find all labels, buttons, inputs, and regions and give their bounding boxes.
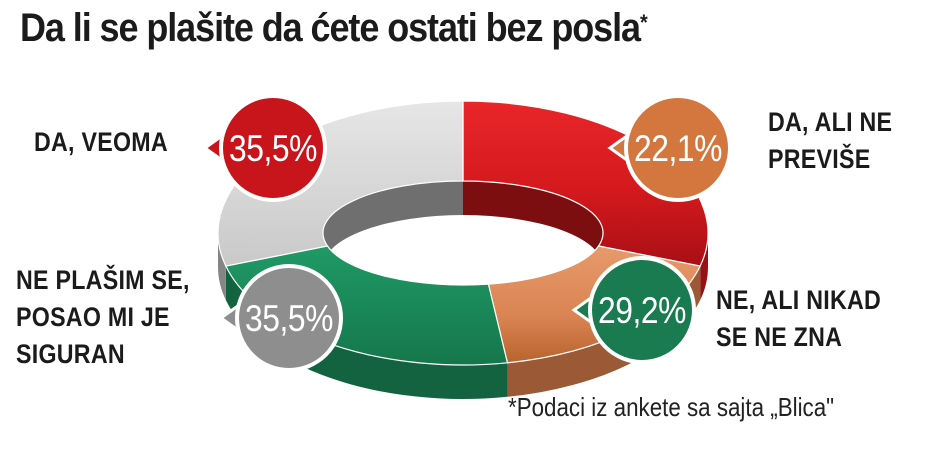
value-badge-ne-ali-nikad-se-ne-zna: 29,2% — [571, 256, 696, 364]
slice-value-label: 35,5% — [245, 299, 333, 340]
slice-outer-wall-da-ali-ne-previse — [507, 266, 701, 397]
slice-label-da-veoma: DA, VEOMA — [34, 127, 168, 157]
slice-inner-wall-da-veoma — [463, 181, 603, 267]
slice-outer-wall-ne-ali-nikad-se-ne-zna — [225, 266, 508, 399]
slice-value-label: 22,1% — [634, 129, 722, 170]
slice-label-ne-plasim-se: NE PLAŠIM SE, POSAO MI JE SIGURAN — [16, 265, 190, 369]
slice-value-label: 35,5% — [229, 129, 317, 170]
title-footnote-mark: * — [639, 10, 648, 35]
badge-circle — [235, 264, 343, 372]
value-badges: 35,5% 22,1% 29,2% 35,5% — [202, 94, 732, 372]
badge-circle — [624, 94, 732, 202]
slice-value-label: 29,2% — [598, 291, 686, 332]
slice-label-da-ali-ne-previse: DA, ALI NE PREVIŠE — [768, 107, 893, 174]
slice-da-veoma — [462, 100, 709, 267]
chart-title-text: Da li se plašite da ćete ostati bez posl… — [20, 6, 641, 50]
value-badge-ne-plasim-se: 35,5% — [218, 264, 343, 372]
chart-title: Da li se plašite da ćete ostati bez posl… — [20, 6, 648, 51]
value-badge-da-ali-ne-previse: 22,1% — [607, 94, 732, 202]
slice-inner-wall-ne-plasim-se — [323, 181, 463, 267]
slice-label-ne-ali-nikad-se-ne-zna: NE, ALI NIKAD SE NE ZNA — [716, 285, 882, 352]
source-note: *Podaci iz ankete sa sajta „Blica" — [508, 392, 835, 422]
badge-circle — [588, 256, 696, 364]
badge-circle — [219, 94, 327, 202]
value-badge-da-veoma: 35,5% — [202, 94, 327, 202]
slice-ne-plasim-se — [217, 100, 464, 267]
